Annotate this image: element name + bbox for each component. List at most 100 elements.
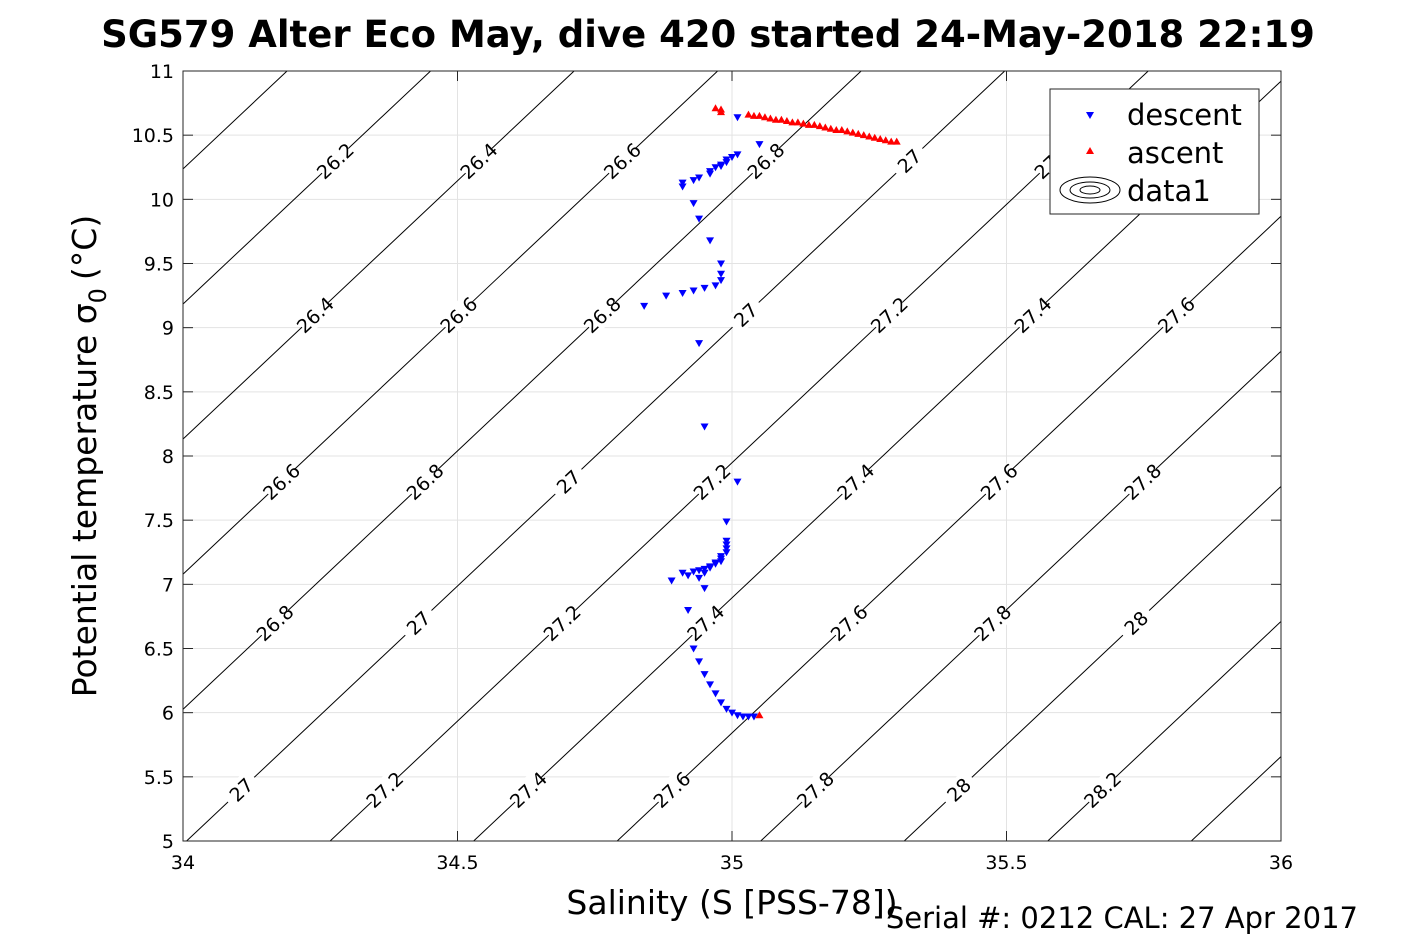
contour-label-bg	[581, 294, 623, 336]
x-tick-label: 34	[171, 852, 195, 874]
descent-point	[695, 658, 704, 666]
x-axis-label: Salinity (S [PSS-78])	[566, 883, 897, 922]
axis-ticks: 34 34.5 35 35.5 36 5 5.5 6 6.5 7 7.5 8 8.5 9 9.5 10 10.5…	[132, 61, 1293, 874]
descent-point	[717, 277, 726, 285]
ascent-point	[837, 126, 846, 134]
descent-point	[733, 114, 742, 122]
contour-line	[1190, 755, 1281, 841]
ascent-point	[887, 137, 896, 145]
descent-point	[711, 282, 720, 290]
contour-line	[903, 485, 1281, 841]
contour-label-bg	[651, 769, 693, 811]
contour-label-text: 26.4	[293, 293, 339, 338]
ascent-point	[755, 111, 764, 119]
contour-label-bg	[1155, 294, 1197, 336]
descent-point	[733, 151, 742, 159]
svg-text:Potential temperature σ0(°C): Potential temperature σ0 (°C)	[65, 215, 112, 697]
contour-label-bg	[397, 602, 440, 644]
descent-point	[722, 541, 731, 549]
descent-point	[684, 607, 693, 614]
contour-label-bg	[1121, 461, 1164, 503]
descent-point	[695, 215, 704, 223]
ascent-point	[788, 118, 797, 126]
contour-label-bg	[254, 602, 296, 644]
ascent-point	[854, 129, 863, 137]
y-tick-label: 11	[150, 61, 174, 83]
contour-label-bg	[978, 461, 1020, 503]
contour-label-text: 27.8	[793, 768, 839, 813]
descent-point	[749, 713, 758, 721]
contour-label-text: 27.6	[1154, 293, 1200, 338]
contour-label-bg	[547, 461, 590, 503]
y-axis-label-subscript: 0	[84, 288, 112, 303]
contour-label-text: 27.2	[867, 293, 913, 338]
x-tick-label: 34.5	[436, 852, 478, 874]
contour-line	[183, 71, 575, 440]
y-axis-label-unit: (°C)	[65, 215, 104, 280]
y-tick-label: 9	[162, 318, 174, 340]
x-tick-label: 35	[720, 852, 744, 874]
contour-line	[759, 350, 1281, 841]
contour-label-text: 28.2	[1080, 768, 1126, 813]
ascent-point	[744, 110, 753, 118]
contour-label-text: 26.6	[436, 293, 482, 338]
contour-label-bg	[364, 769, 406, 811]
descent-point	[689, 645, 698, 653]
ascent-point	[755, 711, 764, 719]
contour-label-text: 26.6	[259, 460, 305, 505]
y-tick-label: 7.5	[144, 510, 174, 532]
descent-point	[711, 560, 720, 568]
contour-label-bg	[868, 294, 910, 336]
descent-point	[689, 177, 698, 185]
contour-label-bg	[938, 769, 980, 811]
ascent-point	[711, 104, 720, 112]
contour-label-bg	[1012, 294, 1054, 336]
contour-labels: 26.2 26.4 26.4 26.6 26.6 26.6 26.8 26.8 26.8 26.8…	[220, 139, 1220, 813]
descent-point	[700, 585, 709, 593]
descent-point	[722, 518, 731, 526]
contour-label-bg	[404, 461, 446, 503]
descent-point	[706, 681, 715, 689]
descent-point	[744, 713, 753, 721]
y-axis-label-main: Potential temperature σ	[65, 303, 104, 697]
descent-point	[662, 292, 671, 300]
descent-point	[728, 709, 736, 717]
y-axis-label: Potential temperature σ0 (°C)	[65, 215, 112, 697]
contour-label-text: 26.8	[403, 460, 449, 505]
contour-label-text: 27.6	[649, 768, 695, 813]
data-points	[640, 104, 901, 721]
descent-point	[717, 260, 726, 268]
y-tick-label: 6	[162, 703, 174, 725]
descent-point	[706, 170, 715, 178]
contour-line	[616, 215, 1281, 841]
descent-point	[717, 699, 726, 707]
contour-line	[183, 71, 862, 710]
y-tick-label: 7	[162, 574, 174, 596]
contour-label-text: 27.6	[977, 460, 1023, 505]
descent-point	[640, 302, 649, 310]
descent-point	[717, 270, 726, 278]
contour-label-bg	[220, 769, 262, 811]
contour-label-bg	[684, 602, 727, 644]
descent-point	[722, 705, 731, 713]
contour-label-text: 26.6	[600, 139, 646, 184]
ascent-point	[821, 123, 830, 131]
contour-label-bg	[458, 140, 500, 182]
contour-label-bg	[437, 294, 480, 336]
ascent-point	[799, 119, 808, 127]
contour-label-bg	[1081, 769, 1123, 811]
descent-point	[738, 713, 747, 721]
descent-point	[711, 164, 720, 172]
ascent-point	[870, 133, 879, 141]
descent-point	[678, 569, 687, 577]
ascent-point	[826, 124, 835, 132]
contour-line	[1397, 0, 1417, 918]
ascent-point	[771, 115, 780, 123]
x-tick-label: 35.5	[985, 852, 1027, 874]
ascent-point	[876, 135, 885, 143]
legend-descent-label: descent	[1127, 98, 1242, 132]
y-tick-label: 9.5	[144, 254, 174, 276]
contour-label-text: 26.2	[313, 139, 359, 184]
ascent-point	[892, 137, 901, 145]
